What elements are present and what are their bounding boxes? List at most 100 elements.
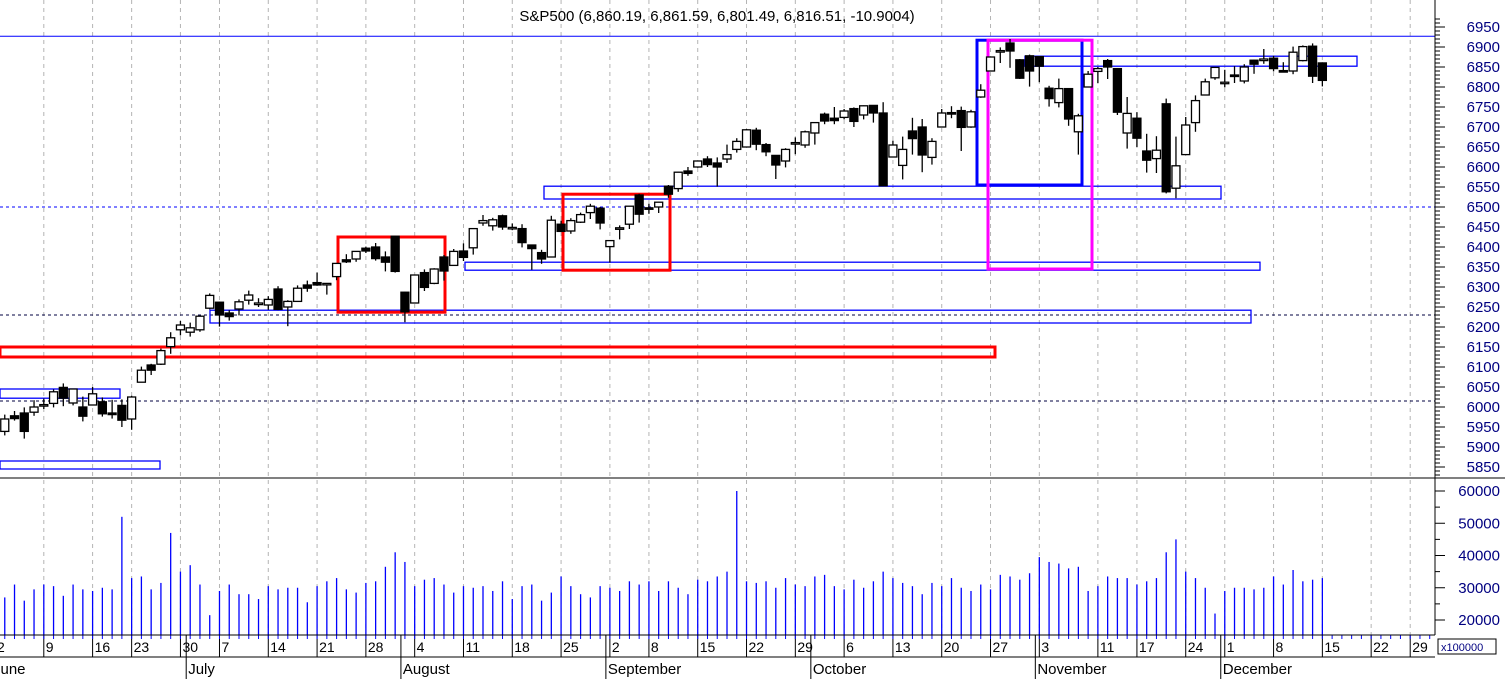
price-tick-label: 6750 [1467,99,1500,116]
candle-body-up [292,287,303,303]
candle-body-down [536,251,547,260]
candle-body-up [48,391,59,405]
candle-body-up [585,205,596,214]
price-tick-label: 6200 [1467,319,1500,336]
candle [410,274,420,304]
x-tick-label: 11 [1100,639,1115,655]
candle-body-up [858,105,869,116]
candle [546,215,556,258]
candle [1142,133,1152,173]
candle [1268,55,1279,72]
x-tick-label: 2 [612,639,620,655]
candle [1102,59,1113,79]
candle [732,138,742,153]
candle [1171,136,1181,199]
candle-body-down [19,412,29,433]
candle [1307,43,1318,83]
candle [614,225,625,240]
candle [361,246,371,253]
candle [585,203,596,219]
candle [800,130,810,148]
candle-body-down [439,256,449,272]
candle [224,310,234,321]
candle [702,156,713,167]
candle [1220,69,1230,88]
candle-body-up [449,250,459,267]
candle [1073,113,1084,155]
candle-body-down [78,406,88,417]
candle-body-down [556,223,566,233]
candle [1161,98,1171,194]
candle-body-down [497,215,508,228]
candle-body-down [878,112,888,187]
candle [205,293,215,310]
volume-bars [4,491,1324,635]
candle [1063,87,1074,126]
x-tick-label: 8 [651,639,659,655]
candle [107,399,117,419]
candle [273,286,283,311]
candle [995,47,1005,63]
candle [966,109,976,128]
x-tick-label: 4 [417,639,425,655]
candle [624,205,635,229]
candle [1083,71,1093,88]
candle-body-up [966,111,976,128]
volume-tick-label: 40000 [1458,548,1500,565]
candle [956,106,966,151]
candle [312,272,322,286]
price-tick-label: 6300 [1467,279,1500,296]
candle [175,321,186,336]
candle-body-down [361,247,371,252]
range-box-magenta [986,38,1094,271]
candle-body-up [1190,99,1201,124]
candle [117,399,127,427]
candle-body-down [273,288,283,311]
x-tick-label: 11 [465,639,480,655]
price-tick-label: 6150 [1467,339,1500,356]
price-tick-label: 6600 [1467,159,1500,176]
consolidation-box-red [561,192,672,272]
candle [449,249,459,267]
candle [1112,67,1123,115]
candle-body-down [1268,57,1279,70]
candle-body-up [839,110,849,119]
zone-rectangle [0,460,161,470]
candle [1278,62,1288,73]
x-tick-label: 15 [1324,639,1340,655]
candle-body-up [1093,67,1103,73]
candle-body-down [1161,103,1171,193]
candle-body-up [937,112,947,128]
month-label: December [1223,661,1292,678]
month-label: November [1037,661,1106,678]
x-tick-label: 20 [944,639,960,655]
candle-body-down [751,129,761,145]
candle-body-up [800,131,810,146]
candle [693,160,703,168]
x-tick-label: 29 [1412,639,1428,655]
candle-body-down [1063,87,1074,120]
candle-body-down [527,244,537,250]
candle [1181,117,1191,156]
candle-body-up [322,282,332,286]
candle [663,185,674,198]
candle-body-down [1044,87,1054,100]
x-tick-label: 7 [221,639,229,655]
candle [1044,85,1054,107]
x-tick-label: 3 [1041,639,1049,655]
candle [673,171,683,192]
candle [1093,67,1103,83]
candle [527,244,537,270]
candle-body-down [312,281,322,286]
x-tick-label: 2 [0,639,5,655]
price-tick-label: 6050 [1467,379,1500,396]
candle [712,157,722,187]
candle-body-up [1073,115,1084,133]
candle-body-down [683,170,693,175]
x-tick-label: 22 [1373,639,1389,655]
candle-body-down [419,271,430,289]
price-tick-label: 6400 [1467,239,1500,256]
candle-body-up [478,219,488,224]
candle [722,144,732,163]
candle-body-up [331,262,342,278]
